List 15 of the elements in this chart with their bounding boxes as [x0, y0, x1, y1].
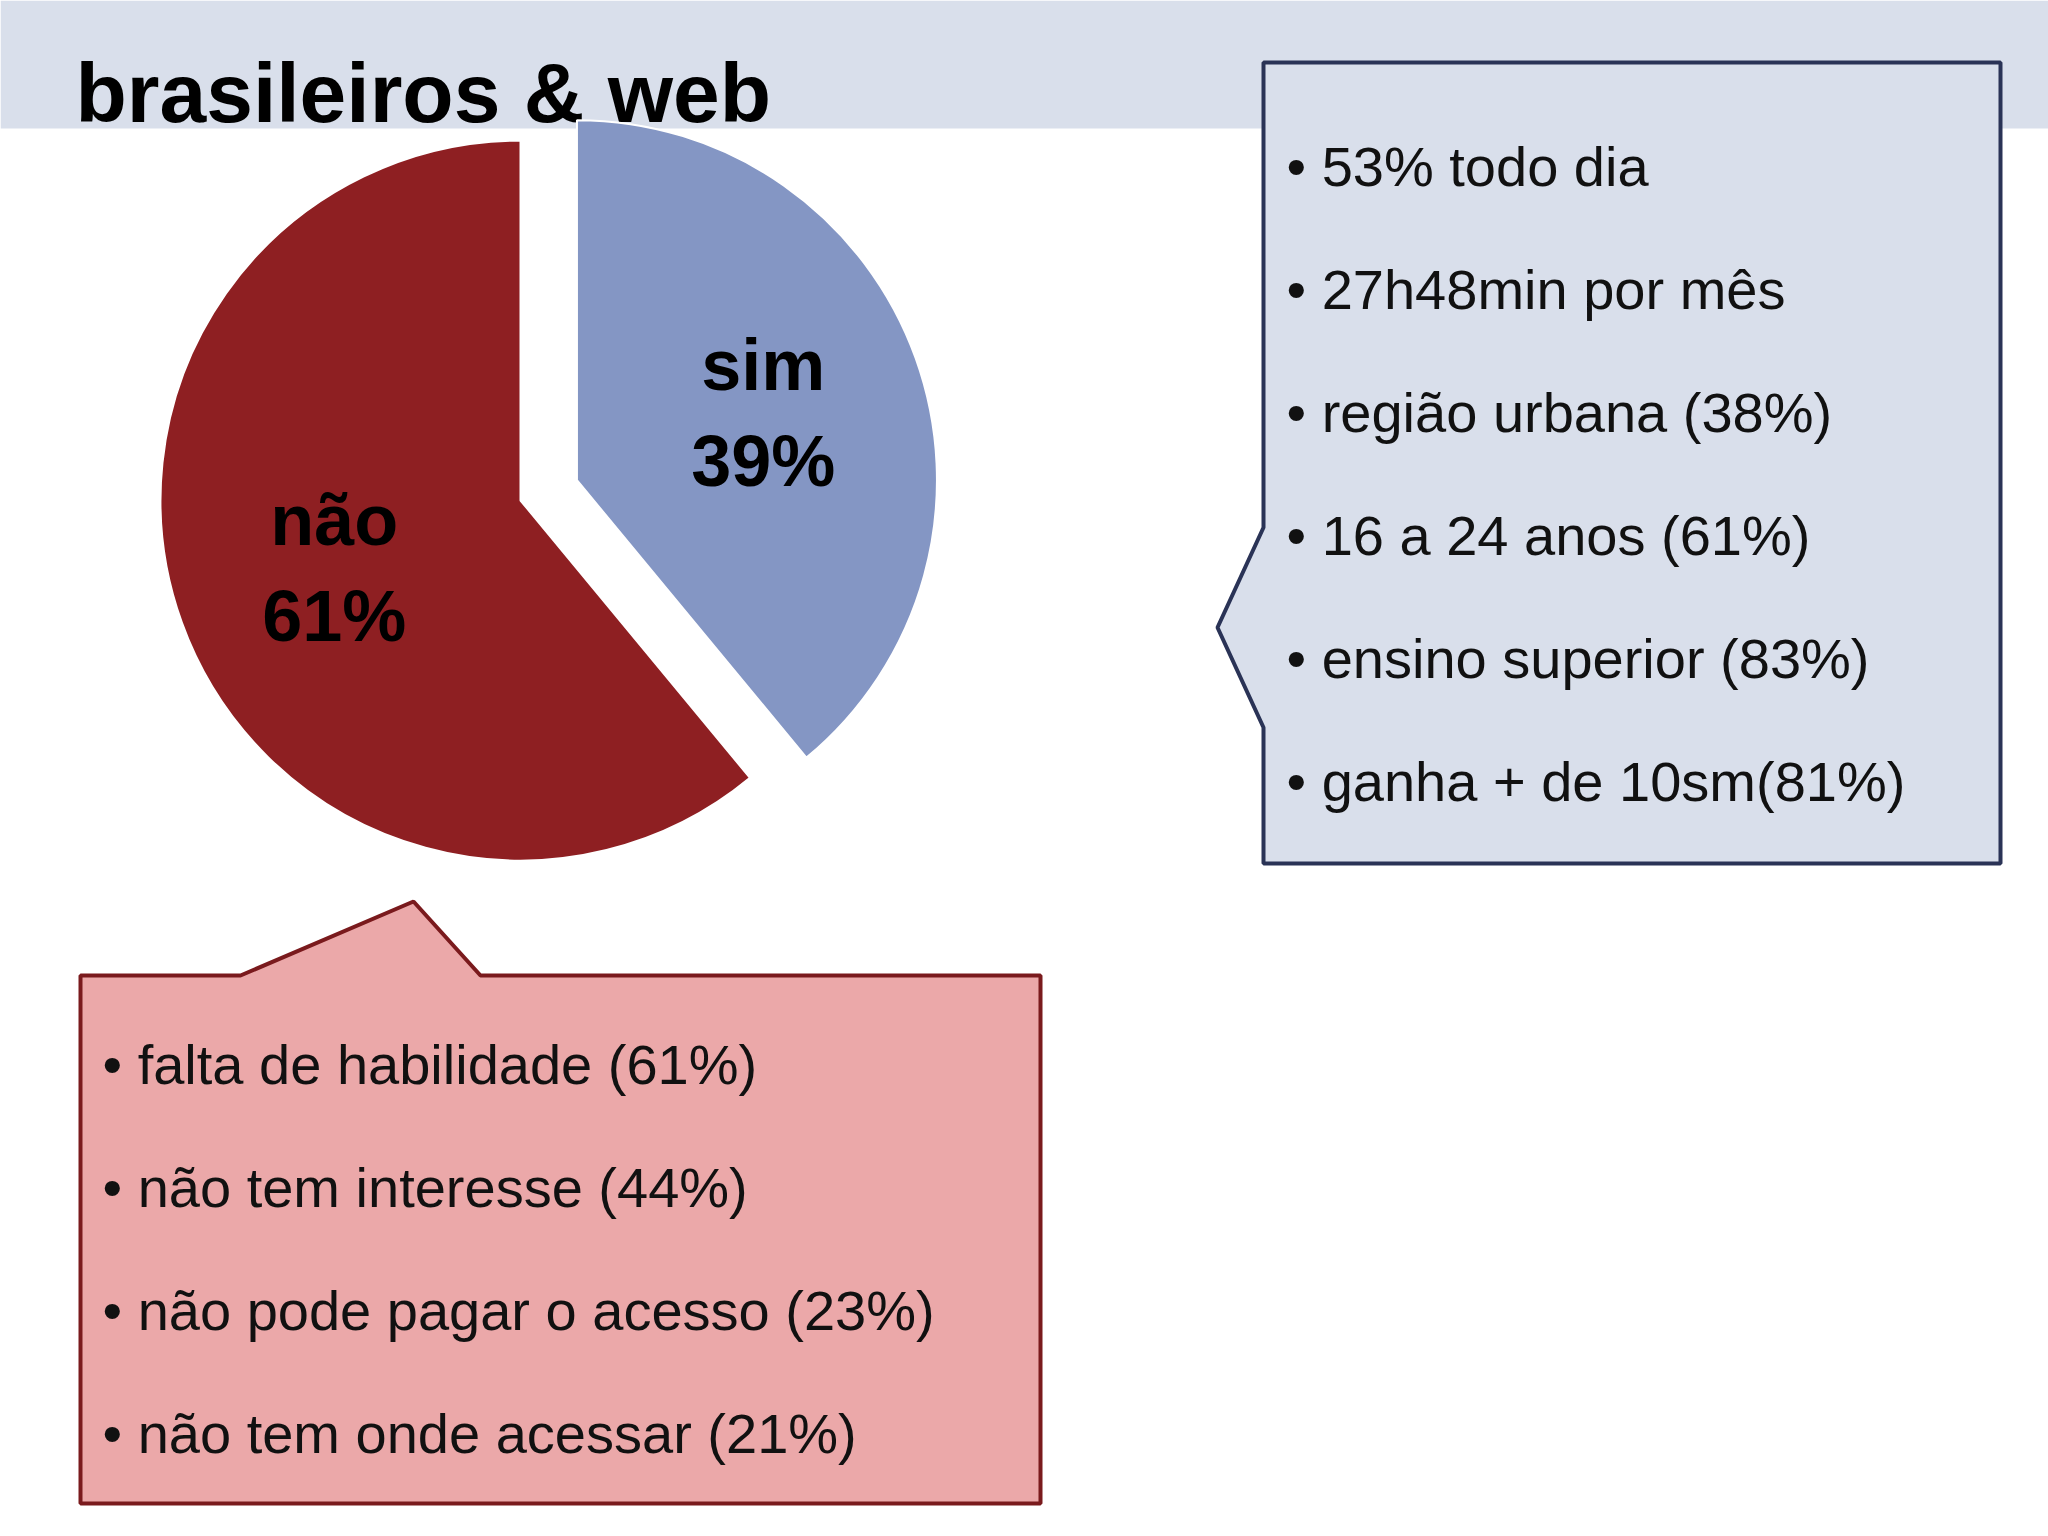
text: • ganha + de 10sm(81%)	[1286, 750, 1906, 813]
text: • 27h48min por mês	[1286, 258, 1786, 321]
text: • região urbana (38%)	[1286, 381, 1833, 444]
data-label: 61%	[262, 575, 407, 656]
text: • ensino superior (83%)	[1286, 627, 1870, 690]
text: • não tem onde acessar (21%)	[102, 1402, 857, 1465]
text: • não pode pagar o acesso (23%)	[102, 1279, 935, 1342]
text: • falta de habilidade (61%)	[102, 1033, 758, 1096]
data-label: 39%	[691, 421, 836, 502]
text: • 16 a 24 anos (61%)	[1286, 504, 1811, 567]
text: • 53% todo dia	[1286, 135, 1649, 198]
text: • não tem interesse (44%)	[102, 1156, 748, 1219]
chart-title: brasileiros & web	[75, 45, 772, 140]
slice-label: não	[270, 479, 399, 560]
slice-label: sim	[701, 325, 826, 406]
